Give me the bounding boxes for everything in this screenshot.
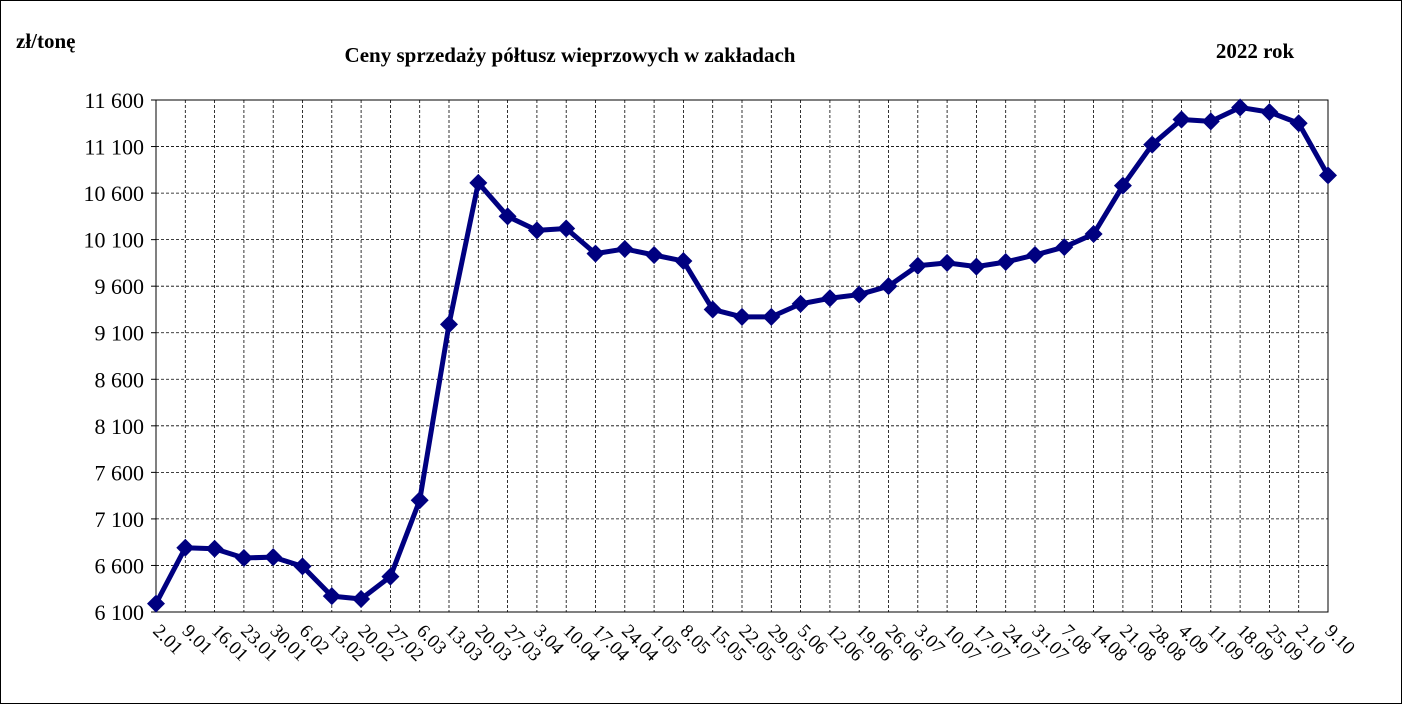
y-tick-label: 11 100 <box>84 135 144 160</box>
marker <box>820 289 839 308</box>
marker <box>1055 238 1074 257</box>
y-tick-label: 10 100 <box>84 228 145 253</box>
marker <box>1260 103 1279 122</box>
y-tick-label: 8 600 <box>95 367 145 392</box>
marker <box>205 539 224 558</box>
marker <box>322 587 341 606</box>
marker <box>147 594 165 613</box>
marker <box>850 285 869 304</box>
x-tick-label: 9.01 <box>178 621 216 659</box>
marker <box>440 315 458 334</box>
marker <box>645 245 664 264</box>
marker <box>498 207 517 226</box>
marker <box>176 538 195 557</box>
y-tick-label: 9 600 <box>95 274 145 299</box>
marker <box>1113 176 1132 195</box>
y-tick-label: 7 100 <box>95 507 145 532</box>
marker <box>410 491 429 510</box>
y-tick-label: 8 100 <box>95 414 145 439</box>
marker <box>469 173 488 192</box>
marker <box>352 589 371 608</box>
x-tick-label: 2.01 <box>148 621 186 659</box>
marker <box>264 548 283 567</box>
marker <box>703 300 722 319</box>
marker <box>234 549 253 568</box>
marker <box>1319 166 1337 185</box>
y-tick-label: 11 600 <box>84 88 144 113</box>
marker <box>967 257 986 276</box>
y-tick-label: 6 100 <box>95 600 145 625</box>
marker <box>791 294 810 313</box>
x-tick-label: 8.05 <box>676 621 714 659</box>
marker <box>1084 225 1103 244</box>
marker <box>557 219 576 238</box>
marker <box>674 252 693 271</box>
unit-label: zł/tonę <box>16 29 75 53</box>
marker <box>908 256 927 275</box>
marker <box>879 277 898 296</box>
marker <box>938 253 957 272</box>
marker <box>762 307 781 326</box>
marker <box>527 221 546 240</box>
plot-border <box>155 99 1329 613</box>
marker <box>1289 114 1308 133</box>
x-tick-label: 9.10 <box>1320 621 1358 659</box>
marker <box>1026 245 1044 264</box>
marker <box>1172 110 1191 129</box>
y-tick-label: 10 600 <box>84 181 145 206</box>
marker <box>586 244 605 263</box>
chart-title: Ceny sprzedaży półtusz wieprzowych w zak… <box>345 43 796 67</box>
marker <box>381 567 400 586</box>
marker <box>996 252 1015 271</box>
y-tick-label: 7 600 <box>95 460 145 485</box>
marker <box>1143 135 1162 154</box>
marker <box>293 557 312 576</box>
marker <box>1201 112 1220 131</box>
marker <box>733 307 751 326</box>
marker <box>1231 98 1250 117</box>
y-tick-label: 6 600 <box>95 553 145 578</box>
y-tick-label: 9 100 <box>95 321 145 346</box>
marker <box>615 239 634 258</box>
year-label: 2022 rok <box>1216 39 1295 63</box>
